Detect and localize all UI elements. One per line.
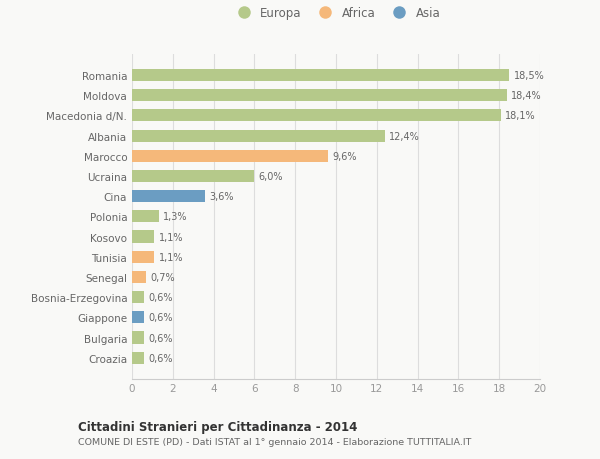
Text: 12,4%: 12,4% bbox=[389, 131, 420, 141]
Bar bbox=[132, 130, 385, 142]
Bar bbox=[132, 291, 144, 303]
Bar bbox=[132, 151, 328, 162]
Bar bbox=[132, 190, 205, 203]
Text: 1,3%: 1,3% bbox=[163, 212, 187, 222]
Bar bbox=[132, 171, 254, 183]
Text: 1,1%: 1,1% bbox=[158, 252, 183, 262]
Text: 0,6%: 0,6% bbox=[148, 333, 173, 343]
Text: 6,0%: 6,0% bbox=[259, 172, 283, 182]
Bar bbox=[132, 90, 508, 102]
Text: 0,6%: 0,6% bbox=[148, 353, 173, 363]
Bar bbox=[132, 70, 509, 82]
Text: 0,7%: 0,7% bbox=[151, 272, 175, 282]
Text: 1,1%: 1,1% bbox=[158, 232, 183, 242]
Bar bbox=[132, 352, 144, 364]
Bar bbox=[132, 251, 154, 263]
Bar bbox=[132, 231, 154, 243]
Legend: Europa, Africa, Asia: Europa, Africa, Asia bbox=[227, 3, 445, 25]
Text: 18,4%: 18,4% bbox=[511, 91, 542, 101]
Text: Cittadini Stranieri per Cittadinanza - 2014: Cittadini Stranieri per Cittadinanza - 2… bbox=[78, 420, 358, 433]
Bar bbox=[132, 110, 501, 122]
Text: 9,6%: 9,6% bbox=[332, 151, 356, 162]
Text: COMUNE DI ESTE (PD) - Dati ISTAT al 1° gennaio 2014 - Elaborazione TUTTITALIA.IT: COMUNE DI ESTE (PD) - Dati ISTAT al 1° g… bbox=[78, 437, 472, 446]
Text: 0,6%: 0,6% bbox=[148, 292, 173, 302]
Text: 18,1%: 18,1% bbox=[505, 111, 536, 121]
Bar bbox=[132, 332, 144, 344]
Bar bbox=[132, 271, 146, 283]
Text: 3,6%: 3,6% bbox=[209, 192, 234, 202]
Bar bbox=[132, 211, 158, 223]
Text: 18,5%: 18,5% bbox=[514, 71, 544, 81]
Bar bbox=[132, 312, 144, 324]
Text: 0,6%: 0,6% bbox=[148, 313, 173, 323]
